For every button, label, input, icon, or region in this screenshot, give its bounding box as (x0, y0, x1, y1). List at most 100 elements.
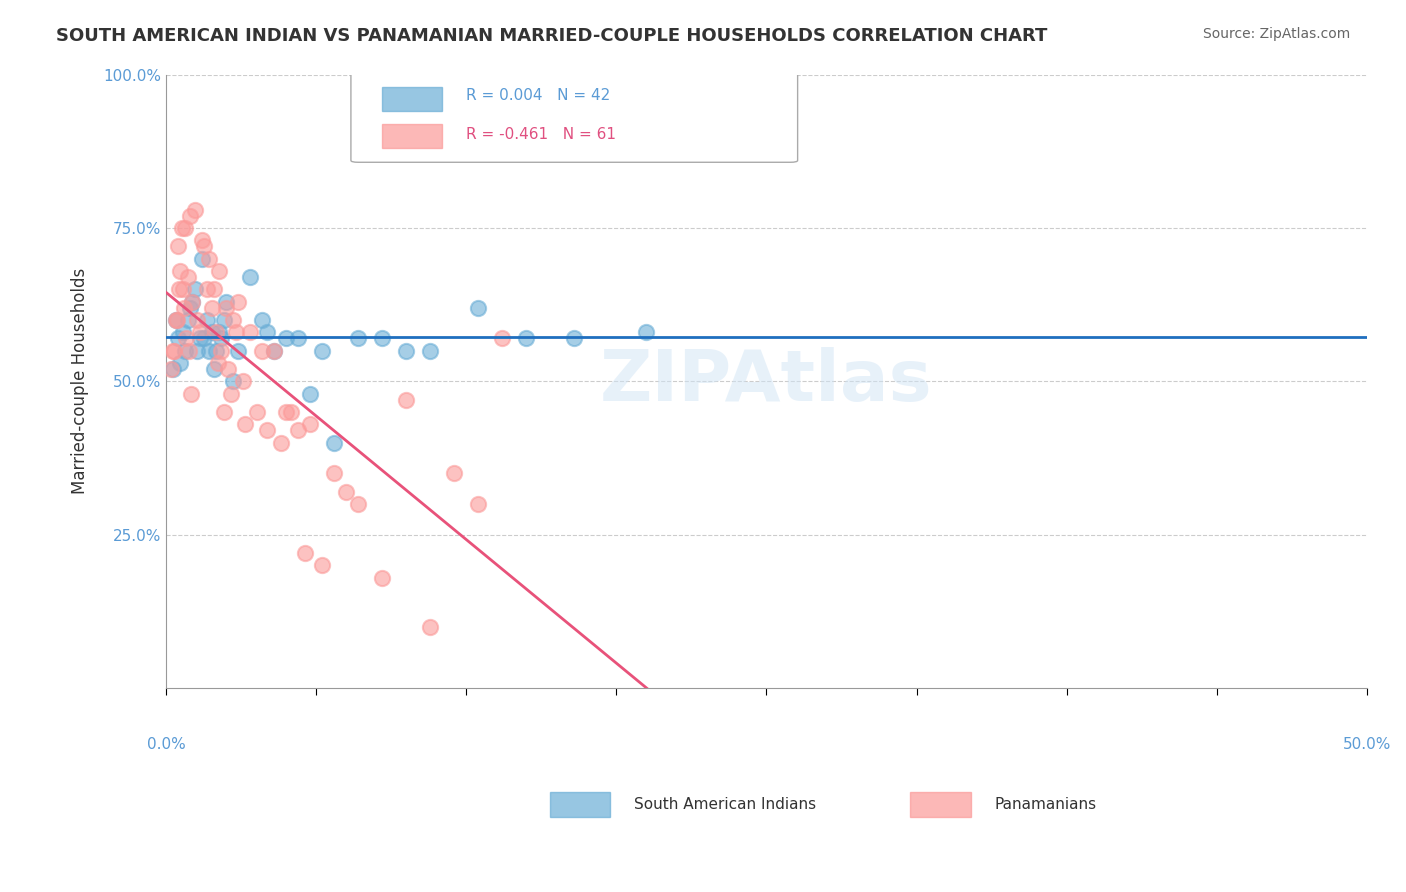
Text: 50.0%: 50.0% (1343, 738, 1391, 752)
South American Indians (208, 325, 231, 339)
Panamanians (166, 313, 188, 327)
South American Indians (212, 313, 235, 327)
South American Indians (179, 301, 201, 315)
South American Indians (299, 386, 322, 401)
Panamanians (207, 356, 229, 370)
Panamanians (232, 375, 254, 389)
Panamanians (159, 362, 181, 376)
South American Indians (226, 343, 249, 358)
Panamanians (270, 435, 292, 450)
Panamanians (162, 343, 184, 358)
South American Indians (215, 294, 238, 309)
South American Indians (239, 270, 262, 285)
South American Indians (467, 301, 489, 315)
Panamanians (335, 484, 357, 499)
South American Indians (250, 313, 273, 327)
Panamanians (179, 209, 201, 223)
Panamanians (371, 571, 394, 585)
Panamanians (172, 282, 194, 296)
Panamanians (491, 331, 513, 345)
South American Indians (174, 343, 197, 358)
Panamanians (419, 620, 441, 634)
Panamanians (180, 386, 202, 401)
Bar (382, 124, 441, 148)
South American Indians (193, 331, 215, 345)
Text: SOUTH AMERICAN INDIAN VS PANAMANIAN MARRIED-COUPLE HOUSEHOLDS CORRELATION CHART: SOUTH AMERICAN INDIAN VS PANAMANIAN MARR… (56, 27, 1047, 45)
Panamanians (294, 546, 316, 560)
Panamanians (188, 325, 211, 339)
South American Indians (256, 325, 278, 339)
Panamanians (263, 343, 285, 358)
Text: 0.0%: 0.0% (146, 738, 186, 752)
Panamanians (212, 405, 235, 419)
Panamanians (217, 362, 239, 376)
Panamanians (233, 417, 256, 432)
Panamanians (184, 202, 207, 217)
Panamanians (226, 294, 249, 309)
Panamanians (191, 233, 214, 247)
Bar (550, 792, 610, 817)
South American Indians (274, 331, 297, 345)
Panamanians (186, 313, 208, 327)
Bar (911, 792, 970, 817)
Bar (382, 87, 441, 112)
Panamanians (246, 405, 269, 419)
South American Indians (162, 362, 184, 376)
South American Indians (209, 331, 232, 345)
South American Indians (176, 313, 198, 327)
Panamanians (201, 301, 224, 315)
South American Indians (395, 343, 418, 358)
Panamanians (165, 313, 187, 327)
Panamanians (299, 417, 322, 432)
Text: R = 0.004   N = 42: R = 0.004 N = 42 (467, 88, 610, 103)
Panamanians (195, 282, 218, 296)
Panamanians (225, 325, 247, 339)
South American Indians (169, 356, 191, 370)
Panamanians (173, 301, 195, 315)
South American Indians (562, 331, 585, 345)
Panamanians (167, 239, 190, 253)
Text: R = -0.461   N = 61: R = -0.461 N = 61 (467, 128, 616, 142)
Panamanians (174, 221, 197, 235)
Panamanians (287, 424, 309, 438)
Panamanians (347, 497, 370, 511)
South American Indians (181, 294, 204, 309)
Panamanians (176, 270, 198, 285)
South American Indians (184, 282, 207, 296)
Panamanians (311, 558, 333, 573)
Panamanians (169, 264, 191, 278)
Panamanians (202, 282, 225, 296)
Panamanians (467, 497, 489, 511)
South American Indians (165, 313, 187, 327)
Text: ZIPAtlas: ZIPAtlas (600, 347, 932, 416)
Panamanians (163, 343, 186, 358)
South American Indians (191, 252, 214, 266)
South American Indians (202, 362, 225, 376)
Panamanians (323, 467, 346, 481)
South American Indians (205, 343, 228, 358)
South American Indians (186, 343, 208, 358)
South American Indians (167, 331, 190, 345)
Panamanians (209, 343, 232, 358)
South American Indians (195, 313, 218, 327)
Panamanians (170, 221, 193, 235)
Panamanians (193, 239, 215, 253)
South American Indians (222, 375, 245, 389)
Panamanians (395, 392, 418, 407)
South American Indians (201, 325, 224, 339)
Panamanians (250, 343, 273, 358)
South American Indians (188, 331, 211, 345)
Panamanians (274, 405, 297, 419)
Panamanians (205, 325, 228, 339)
Text: Source: ZipAtlas.com: Source: ZipAtlas.com (1202, 27, 1350, 41)
Text: South American Indians: South American Indians (634, 797, 817, 813)
Y-axis label: Married-couple Households: Married-couple Households (72, 268, 89, 494)
South American Indians (371, 331, 394, 345)
Panamanians (167, 282, 190, 296)
Panamanians (208, 264, 231, 278)
Panamanians (443, 467, 465, 481)
Panamanians (181, 294, 204, 309)
South American Indians (311, 343, 333, 358)
Text: Panamanians: Panamanians (994, 797, 1097, 813)
Panamanians (222, 313, 245, 327)
